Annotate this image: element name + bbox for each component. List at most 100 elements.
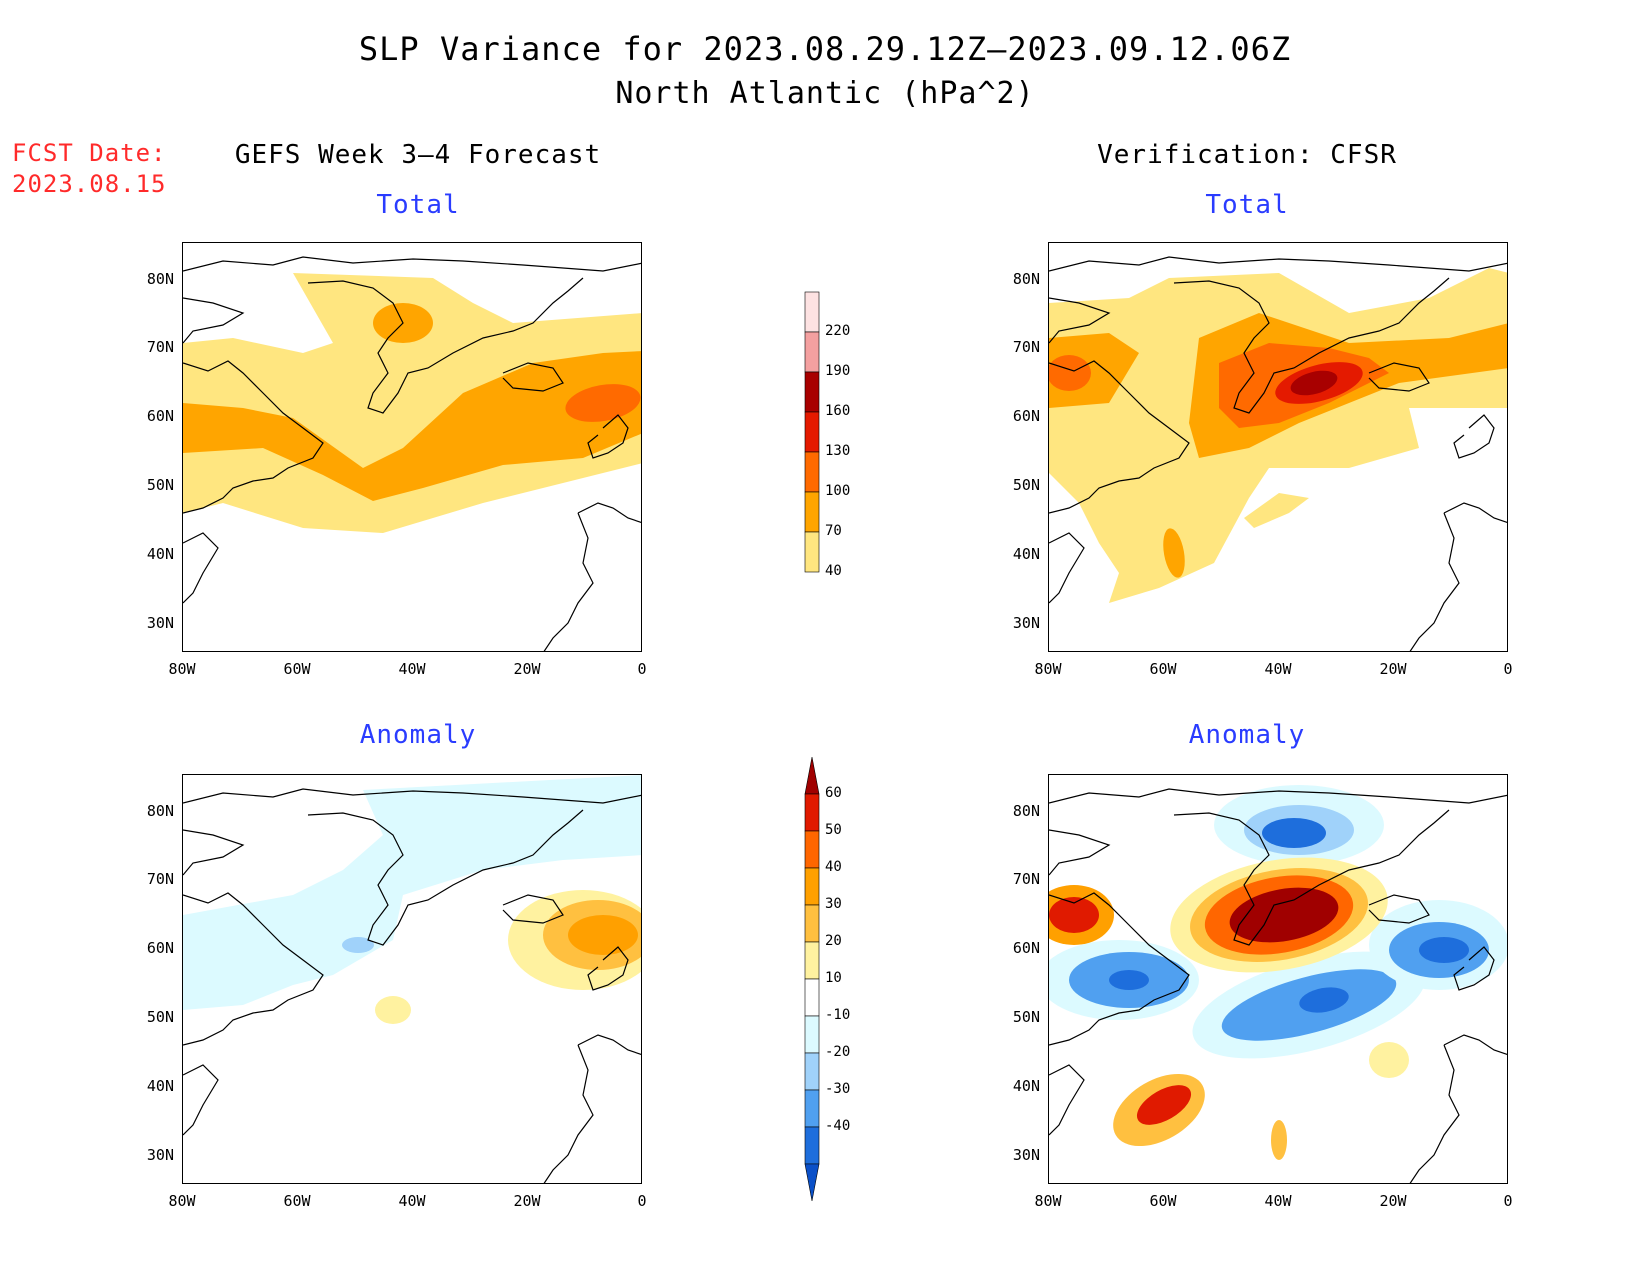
colorbar-swatch [804, 411, 820, 453]
lon-tick-label: 20W [1379, 1192, 1407, 1210]
fcst-date: FCST Date: 2023.08.15 [12, 138, 167, 200]
colorbar-swatch [804, 291, 820, 333]
lon-tick-label: 0 [637, 1192, 647, 1210]
lat-tick-label: 80N [146, 802, 174, 820]
colorbar-swatch [804, 941, 820, 980]
colorbar-swatch [804, 867, 820, 906]
colorbar-label: 70 [825, 523, 842, 539]
pos-20-small [1271, 1120, 1287, 1160]
colorbar-label: 190 [825, 363, 851, 379]
max-atlantic [1163, 528, 1185, 578]
lon-tick-label: 20W [1379, 660, 1407, 678]
colorbar-swatch [804, 1052, 820, 1091]
neg-40-north [1262, 818, 1326, 848]
coastline [183, 788, 641, 1183]
no-data-north [183, 273, 333, 353]
figure-title: SLP Variance for 2023.08.29.12Z–2023.09.… [358, 30, 1292, 68]
colorbar-anomaly [804, 756, 820, 1202]
colorbar-label: 160 [825, 403, 851, 419]
colorbar-swatch [804, 371, 820, 413]
neg-40-mid [1299, 987, 1349, 1013]
lat-tick-label: 40N [146, 1077, 174, 1095]
lat-tick-label: 70N [146, 870, 174, 888]
map-panel-forecast-total [182, 242, 642, 652]
colorbar-label: 20 [825, 933, 842, 949]
map-panel-verification-anomaly [1048, 774, 1508, 1184]
band-70 [183, 351, 641, 501]
lat-tick-label: 40N [1012, 1077, 1040, 1095]
lon-tick-label: 40W [398, 1192, 426, 1210]
colorbar-swatch [804, 1163, 820, 1202]
lat-tick-label: 70N [1012, 338, 1040, 356]
colorbar-label: 100 [825, 483, 851, 499]
colorbar-label: 60 [825, 785, 842, 801]
colorbar-swatch [804, 830, 820, 869]
colorbar-swatch [804, 531, 820, 573]
lon-tick-label: 60W [1149, 660, 1177, 678]
pos-30 [568, 915, 638, 955]
lat-tick-label: 30N [1012, 614, 1040, 632]
pos-atlantic-core [1136, 1085, 1192, 1125]
lat-tick-label: 70N [146, 338, 174, 356]
map-panel-verification-total [1048, 242, 1508, 652]
lat-tick-label: 40N [1012, 545, 1040, 563]
lon-tick-label: 80W [168, 660, 196, 678]
colorbar-swatch [804, 491, 820, 533]
lon-tick-label: 80W [1034, 660, 1062, 678]
fcst-date-value: 2023.08.15 [12, 170, 167, 198]
colorbar-swatch [804, 331, 820, 373]
contour-field [1049, 785, 1507, 1183]
pos-hudson-core [1049, 897, 1099, 933]
colorbar-swatch [804, 793, 820, 832]
lat-tick-label: 30N [146, 614, 174, 632]
colorbar-swatch [804, 451, 820, 493]
lat-tick-label: 80N [146, 270, 174, 288]
map-panel-forecast-anomaly [182, 774, 642, 1184]
colorbar-label: 220 [825, 323, 851, 339]
neg-40-labrador [1109, 970, 1149, 990]
colorbar-total [804, 291, 820, 573]
subtitle-total-forecast: Total [376, 190, 460, 220]
neg-40-uk [1419, 937, 1469, 963]
lat-tick-label: 30N [146, 1146, 174, 1164]
fcst-date-label: FCST Date: [12, 139, 167, 167]
subtitle-anomaly-forecast: Anomaly [359, 720, 477, 750]
lon-tick-label: 80W [1034, 1192, 1062, 1210]
colorbar-label: 130 [825, 443, 851, 459]
lat-tick-label: 40N [146, 545, 174, 563]
max-hudson [1049, 355, 1091, 391]
band-40-small [1244, 493, 1309, 528]
pos-10-small [375, 996, 411, 1024]
lon-tick-label: 20W [513, 1192, 541, 1210]
subtitle-anomaly-verification: Anomaly [1188, 720, 1306, 750]
lon-tick-label: 60W [283, 1192, 311, 1210]
max-iceland [565, 384, 641, 422]
colorbar-label: 30 [825, 896, 842, 912]
colorbar-label: -30 [825, 1081, 851, 1097]
coastline [1049, 788, 1507, 1183]
figure-subtitle: North Atlantic (hPa^2) [615, 76, 1035, 111]
neg-20 [342, 937, 374, 953]
colorbar-label: 40 [825, 859, 842, 875]
lat-tick-label: 60N [1012, 407, 1040, 425]
lon-tick-label: 40W [1264, 1192, 1292, 1210]
colorbar-label: 50 [825, 822, 842, 838]
lat-tick-label: 50N [146, 476, 174, 494]
coastline [1049, 256, 1507, 651]
colorbar-swatch [804, 904, 820, 943]
lat-tick-label: 80N [1012, 802, 1040, 820]
lon-tick-label: 40W [1264, 660, 1292, 678]
pos-10-small [1369, 1042, 1409, 1078]
contour-field [1049, 256, 1507, 651]
band-40 [1049, 268, 1507, 603]
right-column-title: Verification: CFSR [1097, 140, 1397, 170]
lat-tick-label: 30N [1012, 1146, 1040, 1164]
colorbar-label: -20 [825, 1044, 851, 1060]
left-column-title: GEFS Week 3–4 Forecast [234, 140, 602, 170]
contour-field [183, 256, 641, 651]
colorbar-swatch [804, 1089, 820, 1128]
lat-tick-label: 50N [146, 1008, 174, 1026]
colorbar-label: -10 [825, 1007, 851, 1023]
colorbar-swatch [804, 756, 820, 795]
lon-tick-label: 40W [398, 660, 426, 678]
